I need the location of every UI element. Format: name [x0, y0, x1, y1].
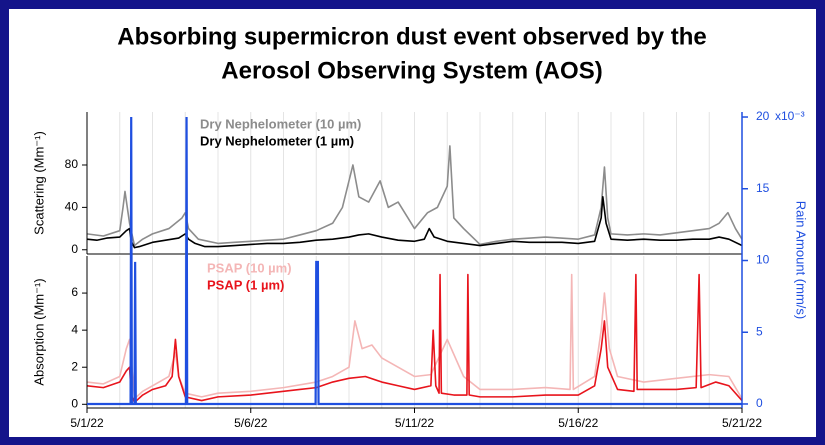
y2-tick-label: 10 — [756, 253, 770, 267]
plot-area — [87, 273, 742, 404]
title-line: Aerosol Observing System (AOS) — [221, 57, 602, 84]
x-tick-label: 5/1/22 — [70, 416, 104, 430]
y2-tick-label: 15 — [756, 181, 770, 195]
title-line: Absorbing supermicron dust event observe… — [117, 23, 706, 50]
y2-tick-label: 5 — [756, 324, 763, 338]
y2-tick-label: 0 — [756, 396, 763, 410]
rain-line — [87, 117, 742, 406]
legend-entry: Dry Nephelometer (10 µm) — [200, 116, 361, 131]
x-tick-label: 5/11/22 — [395, 416, 434, 430]
slide-background — [9, 9, 816, 437]
y-tick-label: 40 — [65, 200, 79, 214]
data-line — [87, 145, 742, 247]
data-line — [87, 273, 742, 404]
data-line — [87, 273, 742, 400]
y-axis-label: Scattering (Mm⁻¹) — [31, 131, 46, 235]
y-tick-label: 80 — [65, 157, 79, 171]
y2-axis-label: Rain Amount (mm/s) — [794, 201, 809, 319]
y-tick-label: 6 — [71, 285, 78, 299]
legend-entry: PSAP (1 µm) — [207, 277, 284, 292]
x-tick-label: 5/21/22 — [722, 416, 762, 430]
rain-area — [87, 117, 742, 406]
legend-entry: PSAP (10 µm) — [207, 260, 292, 275]
plot-area — [87, 145, 742, 249]
legend-entry: Dry Nephelometer (1 µm) — [200, 133, 354, 148]
y-axis-label: Absorption (Mm⁻¹) — [31, 278, 46, 385]
y-tick-label: 4 — [71, 322, 78, 336]
y2-tick-label: 20 — [756, 109, 770, 123]
y-tick-label: 0 — [71, 242, 78, 256]
y-tick-label: 2 — [71, 359, 78, 373]
y-tick-label: 0 — [71, 396, 78, 410]
data-line — [87, 195, 742, 249]
x-tick-label: 5/16/22 — [558, 416, 598, 430]
y2-multiplier: x10⁻³ — [775, 109, 805, 123]
x-tick-label: 5/6/22 — [234, 416, 268, 430]
